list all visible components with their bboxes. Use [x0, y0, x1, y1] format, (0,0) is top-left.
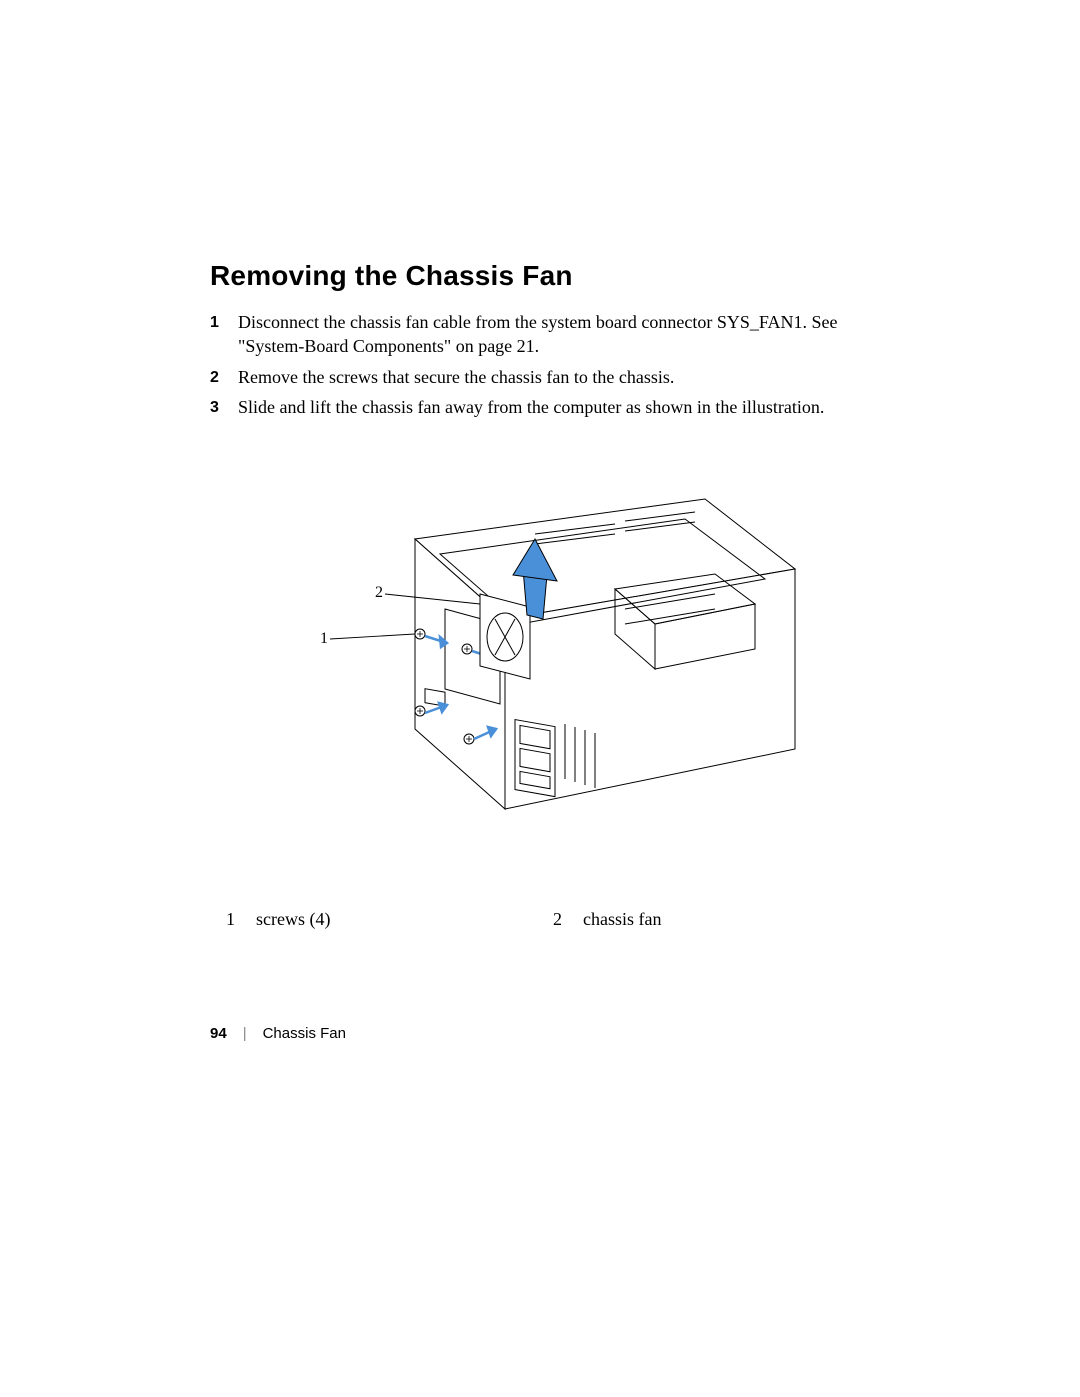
chassis-illustration: 1 2	[210, 469, 880, 869]
step-text: Remove the screws that secure the chassi…	[238, 365, 880, 389]
legend-item: 2 chassis fan	[553, 909, 880, 930]
figure-legend: 1 screws (4) 2 chassis fan	[210, 909, 880, 930]
footer-separator: |	[243, 1025, 247, 1042]
step-number: 1	[210, 310, 238, 334]
step-text: Slide and lift the chassis fan away from…	[238, 395, 880, 419]
step: 2 Remove the screws that secure the chas…	[210, 365, 880, 389]
page-footer: 94 | Chassis Fan	[210, 1025, 346, 1042]
legend-label: chassis fan	[583, 909, 661, 930]
callout-2-num: 2	[375, 584, 383, 601]
page-number: 94	[210, 1025, 227, 1042]
procedure-steps: 1 Disconnect the chassis fan cable from …	[210, 310, 880, 419]
step: 1 Disconnect the chassis fan cable from …	[210, 310, 880, 359]
section-heading: Removing the Chassis Fan	[210, 260, 880, 292]
chassis-svg: 1 2	[285, 479, 805, 859]
manual-page: Removing the Chassis Fan 1 Disconnect th…	[0, 0, 1080, 1397]
step-number: 2	[210, 365, 238, 389]
legend-number: 2	[553, 909, 583, 930]
legend-label: screws (4)	[256, 909, 330, 930]
callout-1-num: 1	[320, 630, 328, 647]
step: 3 Slide and lift the chassis fan away fr…	[210, 395, 880, 419]
legend-item: 1 screws (4)	[226, 909, 553, 930]
step-text: Disconnect the chassis fan cable from th…	[238, 310, 880, 359]
step-number: 3	[210, 395, 238, 419]
footer-section: Chassis Fan	[263, 1025, 346, 1042]
legend-number: 1	[226, 909, 256, 930]
